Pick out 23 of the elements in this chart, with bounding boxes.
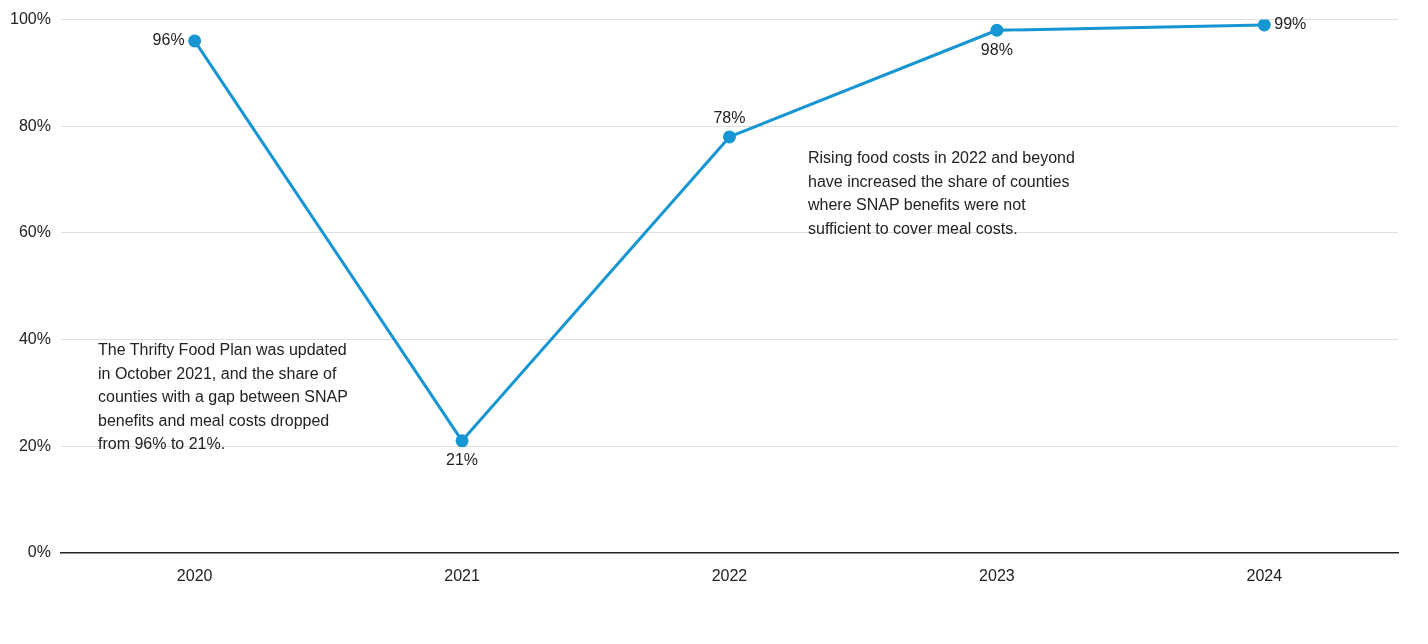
y-tick-label: 80% xyxy=(18,116,51,134)
x-tick-label: 2020 xyxy=(176,566,213,584)
point xyxy=(990,23,1004,37)
y-tick-label: 100% xyxy=(10,10,51,28)
x-tick-label: 2023 xyxy=(979,566,1015,584)
text: 21% xyxy=(446,451,479,469)
point xyxy=(722,130,736,144)
annotation: Rising food costs in 2022 and beyond have increased the share of counties where SNAP benefits were not sufficient to cover meal costs. xyxy=(808,148,1076,239)
point xyxy=(1257,19,1271,32)
x-tick-label: 2021 xyxy=(444,566,480,584)
text: 99% xyxy=(1274,15,1307,33)
x-tick-label: 2022 xyxy=(711,566,748,584)
text: 78% xyxy=(713,109,746,127)
point xyxy=(188,34,202,48)
text: 96% xyxy=(152,31,185,49)
y-tick-label: 20% xyxy=(18,436,51,454)
point xyxy=(455,434,469,448)
y-tick-label: 40% xyxy=(18,329,51,347)
text: 98% xyxy=(980,40,1013,58)
annotation: The Thrifty Food Plan was updated in October 2021, and the share of counties with a gap between SNAP benefits and meal costs dropped from 96% to 21%. xyxy=(98,340,349,454)
x-tick-label: 2024 xyxy=(1246,566,1283,584)
y-tick-label: 0% xyxy=(27,543,51,561)
y-tick-label: 60% xyxy=(18,223,51,241)
